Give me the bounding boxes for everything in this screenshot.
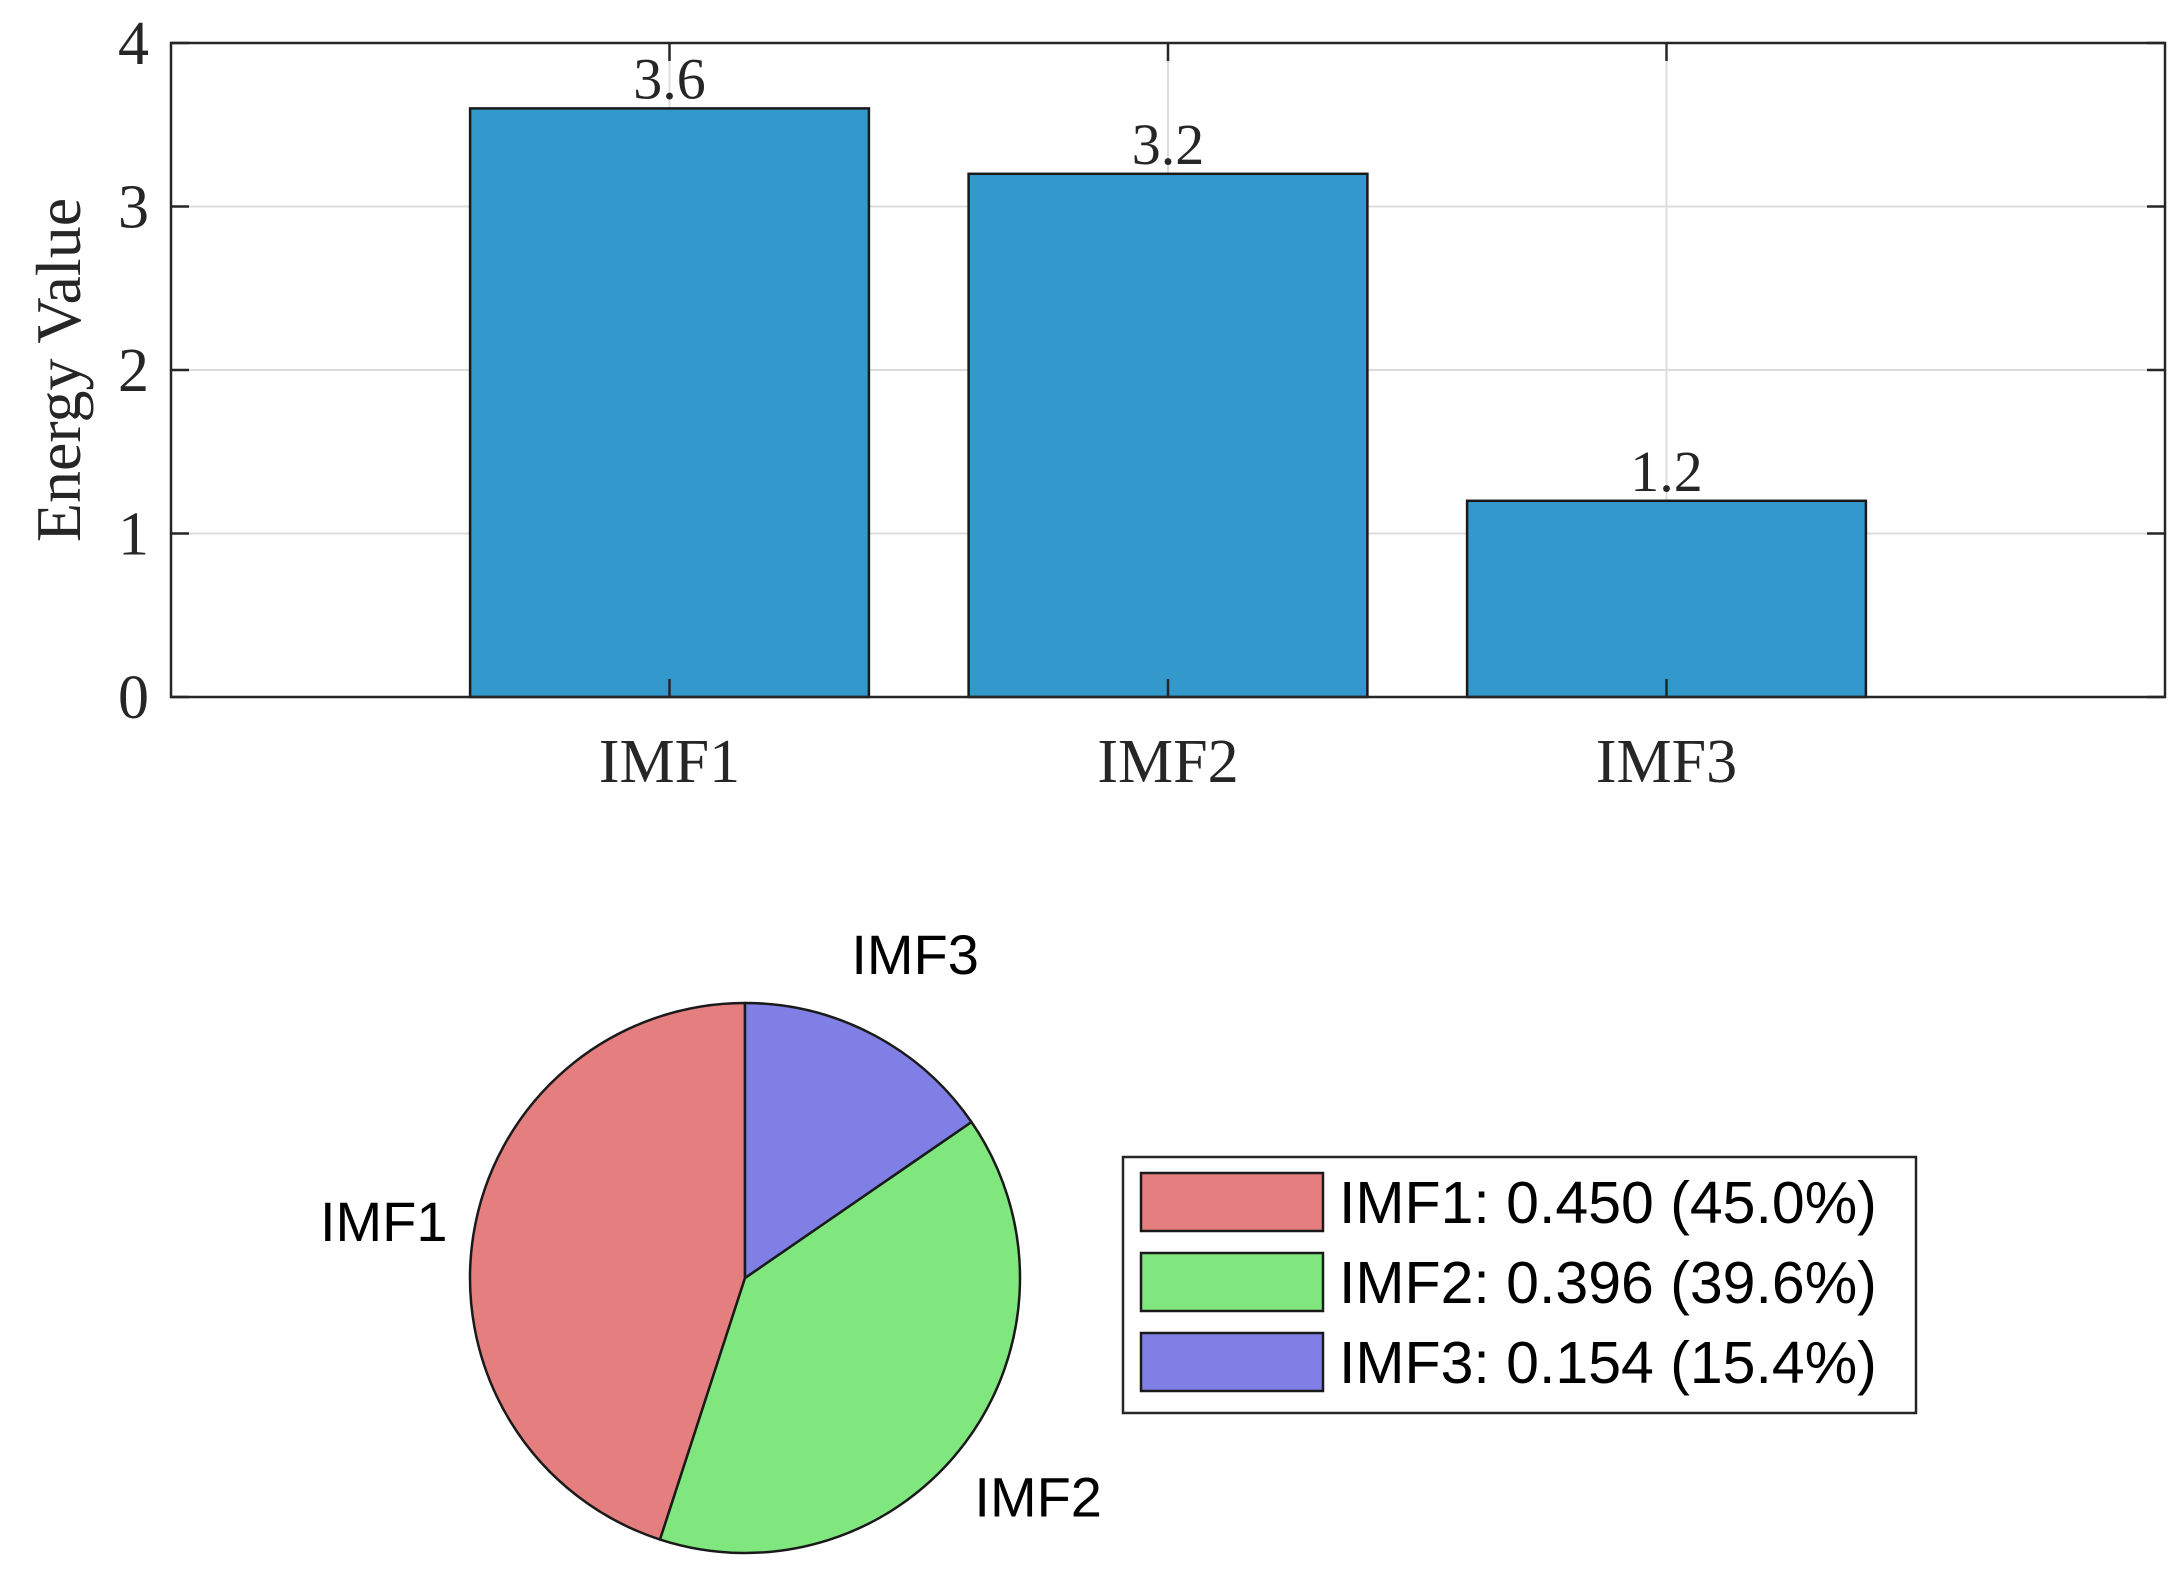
y-tick-label: 2 — [118, 337, 149, 405]
bar-imf3 — [1465, 499, 1868, 699]
bar-chart: 0 1 2 3 4 3.6 IMF1 3.2 IMF2 1.2 IMF3 Energy Value — [23, 10, 2167, 796]
legend-swatch — [1139, 1331, 1325, 1393]
legend-entry: IMF1: 0.450 (45.0%) — [1339, 1170, 1877, 1236]
pie-legend: IMF1: 0.450 (45.0%) IMF2: 0.396 (39.6%) IM… — [1121, 1155, 1918, 1415]
bar-imf2 — [967, 172, 1369, 699]
x-tick-label: IMF1 — [599, 728, 740, 796]
legend-entry: IMF2: 0.396 (39.6%) — [1339, 1250, 1877, 1316]
y-tick-label: 3 — [118, 174, 149, 242]
bar-ticks — [171, 41, 2165, 699]
pie-slice-imf3 — [743, 1001, 973, 1280]
pie-slice-imf1 — [468, 1001, 747, 1541]
legend-entry: IMF3: 0.154 (15.4%) — [1339, 1330, 1877, 1396]
bar-imf1 — [468, 107, 871, 699]
y-axis-label: Energy Value — [23, 198, 94, 542]
pie-labels: IMF1 IMF2 IMF3 — [320, 923, 1102, 1528]
bar-data-label: 3.6 — [633, 46, 706, 111]
pie-chart: IMF1 IMF2 IMF3 IMF1: 0.450 (45.0%) IMF2: 0.… — [320, 923, 1918, 1555]
bar-bars — [468, 107, 1868, 699]
y-tick-label: 0 — [118, 664, 149, 732]
pie-slice-imf2 — [658, 1120, 1022, 1555]
pie-slice-label: IMF2 — [974, 1466, 1102, 1529]
y-tick-label: 1 — [118, 501, 149, 569]
y-tick-label: 4 — [118, 10, 149, 78]
pie-slice-label: IMF1 — [320, 1190, 448, 1253]
x-tick-label: IMF3 — [1596, 728, 1737, 796]
pie-slice-label: IMF3 — [851, 923, 979, 986]
legend-swatch — [1139, 1251, 1325, 1313]
x-tick-label: IMF2 — [1097, 728, 1238, 796]
bar-data-label: 1.2 — [1630, 439, 1703, 504]
bar-data-label: 3.2 — [1132, 112, 1205, 177]
legend-swatch — [1139, 1171, 1325, 1233]
bar-text: 0 1 2 3 4 3.6 IMF1 3.2 IMF2 1.2 IMF3 — [118, 10, 1737, 796]
pie-slices — [468, 1001, 1022, 1555]
